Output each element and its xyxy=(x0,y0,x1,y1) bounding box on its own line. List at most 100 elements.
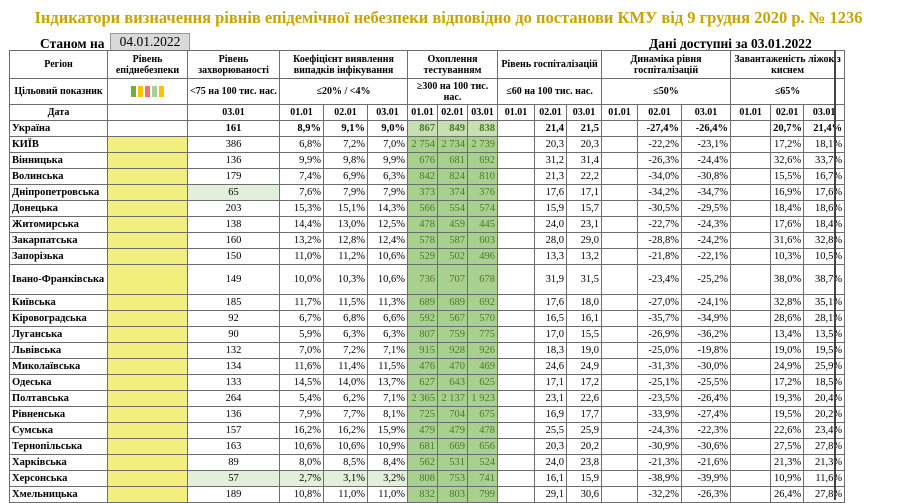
hospitalization-value xyxy=(497,232,536,249)
hospitalization-value: 24,0 xyxy=(534,216,568,233)
hospitalization-value: 23,8 xyxy=(566,454,603,471)
hosp-dynamics-value xyxy=(601,264,639,295)
hospitalization-value: 23,1 xyxy=(534,390,568,407)
table-row: Житомирська 138 14,4% 13,0% 12,5% 478 459 445 24… xyxy=(9,216,846,233)
positivity-value: 7,9% xyxy=(323,184,368,201)
oxygen-beds-value: 27,8% xyxy=(803,438,846,455)
positivity-value: 7,9% xyxy=(367,184,408,201)
danger-level-cell xyxy=(107,294,188,311)
testing-value: 849 xyxy=(437,120,468,137)
oxygen-beds-value xyxy=(730,326,772,343)
testing-value: 842 xyxy=(407,168,438,185)
positivity-value: 5,9% xyxy=(279,326,324,343)
hosp-dynamics-value: -22,7% xyxy=(637,216,683,233)
positivity-value: 3,1% xyxy=(323,470,368,487)
danger-level-cell xyxy=(107,264,188,295)
testing-value: 928 xyxy=(437,342,468,359)
hosp-dynamics-value: -33,9% xyxy=(637,406,683,423)
hosp-dynamics-value xyxy=(601,168,639,185)
oxygen-beds-value xyxy=(730,454,772,471)
hosp-dynamics-value: -24,3% xyxy=(637,422,683,439)
hospitalization-value: 31,5 xyxy=(566,264,603,295)
table-row: Рівненська 136 7,9% 7,7% 8,1% 725 704 675 16,9 17… xyxy=(9,406,846,423)
hosp-dynamics-value: -27,4% xyxy=(681,406,732,423)
date-cell: 02.01 xyxy=(770,104,805,121)
hospitalization-value xyxy=(497,184,536,201)
incidence-value: 185 xyxy=(187,294,280,311)
oxygen-beds-value xyxy=(730,168,772,185)
positivity-value: 10,0% xyxy=(279,264,324,295)
hosp-dynamics-value: -26,4% xyxy=(681,120,732,137)
oxygen-beds-value: 38,7% xyxy=(803,264,846,295)
date-cell: 02.01 xyxy=(637,104,683,121)
hospitalization-value xyxy=(497,248,536,265)
positivity-value: 7,6% xyxy=(279,184,324,201)
hosp-dynamics-value: -22,1% xyxy=(681,248,732,265)
hosp-dynamics-value: -21,6% xyxy=(681,454,732,471)
oxygen-beds-value: 32,8% xyxy=(803,232,846,249)
danger-level-cell xyxy=(107,120,188,137)
hosp-dynamics-value xyxy=(601,152,639,169)
incidence-value: 132 xyxy=(187,342,280,359)
testing-value: 479 xyxy=(407,422,438,439)
danger-level-cell xyxy=(107,216,188,233)
oxygen-beds-value: 27,8% xyxy=(803,486,846,503)
hospitalization-value xyxy=(497,374,536,391)
hosp-dynamics-value: -23,4% xyxy=(637,264,683,295)
testing-value: 567 xyxy=(437,310,468,327)
incidence-value: 160 xyxy=(187,232,280,249)
hospitalization-value: 31,4 xyxy=(566,152,603,169)
hosp-dynamics-value xyxy=(601,486,639,503)
oxygen-beds-value: 26,4% xyxy=(770,486,805,503)
hospitalization-value xyxy=(497,310,536,327)
positivity-value: 10,8% xyxy=(279,486,324,503)
date-cell: 02.01 xyxy=(437,104,468,121)
date-cell: 03.01 xyxy=(367,104,408,121)
testing-value: 669 xyxy=(437,438,468,455)
header-region: Регіон xyxy=(9,50,108,79)
oxygen-beds-value: 10,9% xyxy=(770,470,805,487)
testing-value: 807 xyxy=(407,326,438,343)
testing-value: 675 xyxy=(466,406,499,423)
hospitalization-value xyxy=(497,486,536,503)
oxygen-beds-value: 21,3% xyxy=(803,454,846,471)
testing-value: 808 xyxy=(407,470,438,487)
oxygen-beds-value xyxy=(730,374,772,391)
hosp-dynamics-value: -22,2% xyxy=(637,136,683,153)
oxygen-beds-value: 10,5% xyxy=(803,248,846,265)
testing-value: 803 xyxy=(437,486,468,503)
oxygen-beds-value: 23,4% xyxy=(803,422,846,439)
oxygen-beds-value xyxy=(730,406,772,423)
hospitalization-value: 15,7 xyxy=(566,200,603,217)
as-of-date-field[interactable]: 04.01.2022 xyxy=(110,33,190,51)
hospitalization-value: 13,3 xyxy=(534,248,568,265)
testing-value: 915 xyxy=(407,342,438,359)
positivity-value: 10,6% xyxy=(367,264,408,295)
hosp-dynamics-value: -25,0% xyxy=(637,342,683,359)
hospitalization-value: 31,2 xyxy=(534,152,568,169)
hospitalization-value xyxy=(497,264,536,295)
testing-value: 704 xyxy=(437,406,468,423)
hosp-dynamics-value: -34,0% xyxy=(637,168,683,185)
oxygen-beds-value xyxy=(730,310,772,327)
oxygen-beds-value xyxy=(730,358,772,375)
region-name: Миколаївська xyxy=(9,358,108,375)
hospitalization-value xyxy=(497,216,536,233)
hosp-dynamics-value xyxy=(601,184,639,201)
header-testing: Охоплення тестуванням xyxy=(406,50,499,79)
positivity-value: 10,9% xyxy=(367,438,408,455)
hosp-dynamics-value: -27,0% xyxy=(637,294,683,311)
hospitalization-value xyxy=(497,406,536,423)
positivity-value: 13,0% xyxy=(323,216,368,233)
positivity-value: 11,0% xyxy=(367,486,408,503)
positivity-value: 8,0% xyxy=(279,454,324,471)
testing-value: 578 xyxy=(407,232,438,249)
positivity-value: 14,0% xyxy=(323,374,368,391)
hospitalization-value: 23,1 xyxy=(566,216,603,233)
hospitalization-value: 17,1 xyxy=(566,184,603,201)
oxygen-beds-value xyxy=(730,422,772,439)
oxygen-beds-value: 18,1% xyxy=(803,136,846,153)
hosp-dynamics-value: -30,9% xyxy=(637,438,683,455)
oxygen-beds-value: 32,8% xyxy=(770,294,805,311)
region-name: Україна xyxy=(9,120,108,137)
